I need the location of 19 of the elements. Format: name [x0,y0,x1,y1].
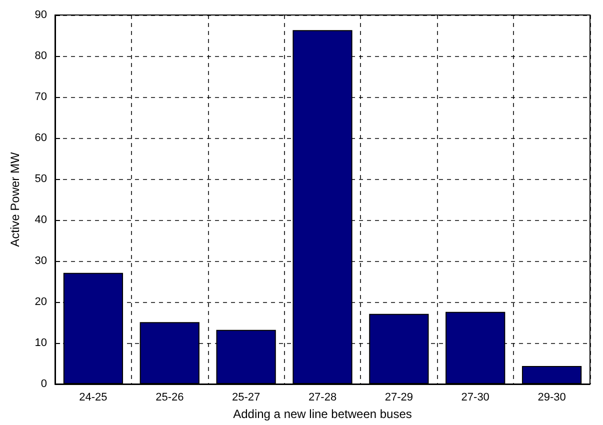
y-tick-label: 20 [34,296,47,308]
y-axis-title: Active Power MW [8,151,22,247]
y-tick-label: 90 [34,9,47,21]
x-axis-title: Adding a new line between buses [233,407,412,421]
x-tick-label: 25-26 [156,392,184,404]
y-tick-label: 0 [40,378,47,390]
x-tick-label: 29-30 [538,392,566,404]
y-tick-label: 40 [34,214,47,226]
x-tick-label: 25-27 [232,392,260,404]
y-tick-label: 10 [34,337,47,349]
y-tick-label: 30 [34,255,47,267]
x-tick-label: 27-28 [308,392,337,404]
y-tick-label: 80 [34,50,47,62]
y-tick-label: 50 [34,173,47,185]
y-tick-label: 60 [34,132,47,144]
x-tick-label: 24-25 [79,392,108,404]
x-tick-label: 27-29 [384,392,413,404]
x-tick-label: 27-30 [461,392,490,404]
y-tick-label: 70 [34,91,47,103]
